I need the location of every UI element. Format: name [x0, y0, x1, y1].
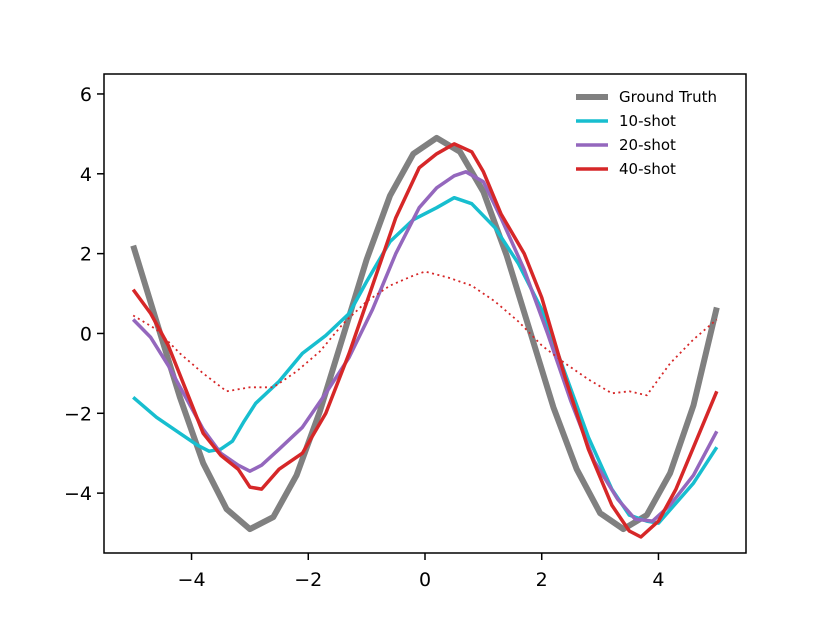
x-tick-label: 2	[536, 569, 548, 591]
y-tick-label: 6	[80, 84, 92, 106]
series-line-10-shot	[132, 195, 719, 525]
series-line-ground-truth	[130, 134, 720, 533]
legend: Ground Truth 10-shot 20-shot 40-shot	[576, 88, 717, 178]
legend-label-40-shot: 40-shot	[619, 160, 676, 178]
x-tick-label: −2	[294, 569, 322, 591]
y-axis: −4 −2 0 2 4 6	[64, 84, 104, 505]
y-tick-label: −2	[64, 403, 92, 425]
series-line-dotted-baseline	[132, 270, 718, 397]
series-line-20-shot	[131, 170, 719, 523]
x-tick-label: −4	[178, 569, 206, 591]
plot-lines	[130, 134, 720, 539]
x-tick-label: 4	[652, 569, 664, 591]
y-tick-label: 0	[80, 323, 92, 345]
legend-label-10-shot: 10-shot	[619, 112, 676, 130]
series-line-40-shot	[131, 142, 719, 539]
y-tick-label: −4	[64, 483, 92, 505]
legend-label-20-shot: 20-shot	[619, 136, 676, 154]
y-tick-label: 2	[80, 244, 92, 266]
x-axis: −4 −2 0 2 4	[178, 553, 665, 591]
y-tick-label: 4	[80, 164, 92, 186]
x-tick-label: 0	[419, 569, 431, 591]
legend-label-ground-truth: Ground Truth	[619, 88, 717, 106]
